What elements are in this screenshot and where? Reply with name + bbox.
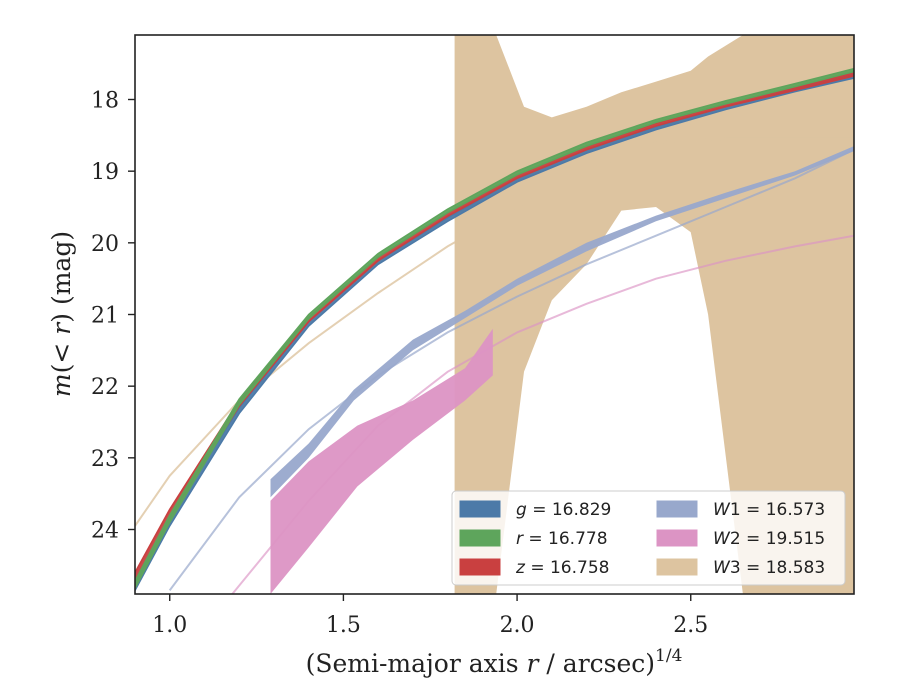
- y-tick-label: 24: [91, 519, 119, 544]
- x-tick-label: 1.0: [152, 613, 187, 638]
- legend-swatch-W3: [656, 558, 698, 576]
- legend-swatch-W1: [656, 500, 698, 518]
- x-tick-label: 2.5: [673, 613, 708, 638]
- y-tick-label: 19: [91, 160, 119, 185]
- legend-swatch-g: [459, 500, 501, 518]
- legend-swatch-W2: [656, 529, 698, 547]
- series-W3_model-line: [135, 137, 854, 527]
- series-W3-band: [454, 35, 854, 594]
- legend-label-z: z = 16.758: [515, 558, 609, 578]
- legend-swatch-r: [459, 529, 501, 547]
- legend-label-W2: W2 = 19.515: [713, 529, 825, 549]
- legend-label-r: r = 16.778: [516, 529, 608, 549]
- x-axis-label: (Semi-major axis r / arcsec)1/4: [306, 646, 683, 678]
- y-tick-label: 22: [91, 375, 119, 400]
- series-W2-band: [270, 328, 493, 594]
- plot-area: [135, 35, 854, 594]
- legend-label-W3: W3 = 18.583: [713, 558, 825, 578]
- x-axis: 1.0 1.5 2.0 2.5: [152, 594, 708, 638]
- series-W1_model-line: [168, 148, 854, 591]
- legend-box: [451, 490, 846, 586]
- legend-label-W1: W1 = 16.573: [713, 500, 825, 520]
- series-r-band: [135, 67, 854, 589]
- legend-label-g: g = 16.829: [516, 500, 611, 520]
- legend-swatch-z: [459, 558, 501, 576]
- y-tick-label: 20: [91, 232, 119, 257]
- y-tick-label: 18: [91, 89, 119, 114]
- x-tick-label: 1.5: [326, 613, 361, 638]
- legend: g = 16.829 r = 16.778 z = 16.758 W1 = 16.57…: [451, 490, 846, 586]
- y-axis: 18 19 20 21 22 23 24: [91, 89, 135, 544]
- x-tick-label: 2.0: [500, 613, 535, 638]
- y-tick-label: 23: [91, 447, 119, 472]
- y-tick-label: 21: [91, 304, 119, 329]
- y-axis-label: m(< r) (mag): [47, 231, 76, 397]
